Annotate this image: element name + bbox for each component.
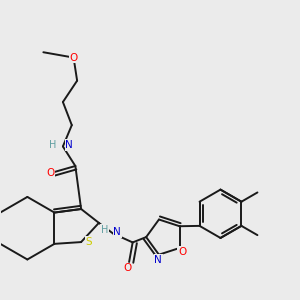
Text: H: H: [100, 225, 108, 235]
Text: N: N: [113, 227, 121, 237]
Text: O: O: [69, 52, 78, 63]
Text: O: O: [178, 247, 187, 257]
Text: H: H: [49, 140, 56, 150]
Text: O: O: [46, 168, 55, 178]
Text: N: N: [154, 255, 162, 265]
Text: S: S: [85, 237, 92, 247]
Text: N: N: [65, 140, 73, 150]
Text: O: O: [123, 263, 131, 273]
